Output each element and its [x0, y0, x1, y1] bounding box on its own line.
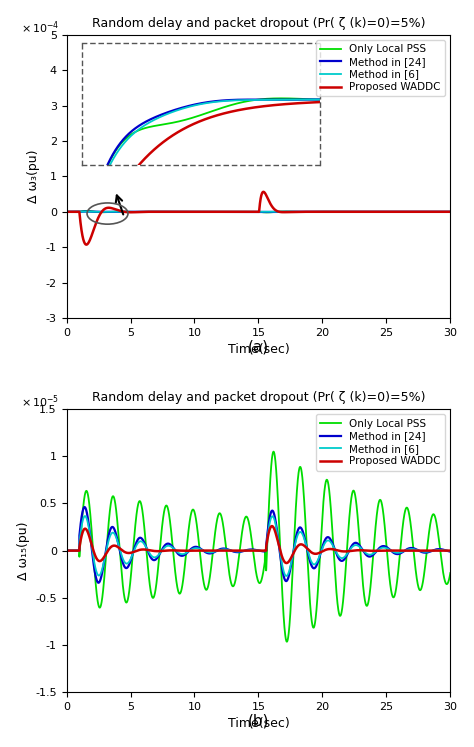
Title: Random delay and packet dropout (Pr( ζ (k)=0)=5%): Random delay and packet dropout (Pr( ζ (… — [91, 16, 425, 30]
Legend: Only Local PSS, Method in [24], Method in [6], Proposed WADDC: Only Local PSS, Method in [24], Method i… — [316, 415, 445, 471]
Proposed WADDC — [261, 187, 266, 196]
Line: Method in [24]: Method in [24] — [66, 507, 450, 583]
Method in [24] — [445, 208, 450, 217]
Method in [6] — [153, 553, 159, 562]
Proposed WADDC — [83, 240, 89, 249]
Line: Proposed WADDC: Proposed WADDC — [66, 526, 450, 563]
Text: $\times\,10^{-4}$: $\times\,10^{-4}$ — [20, 19, 59, 36]
Proposed WADDC — [153, 208, 159, 217]
Method in [6] — [157, 549, 163, 558]
Only Local PSS — [445, 579, 450, 588]
Method in [24] — [83, 207, 89, 216]
Proposed WADDC — [209, 546, 214, 555]
Method in [24] — [64, 546, 69, 555]
Only Local PSS — [209, 208, 214, 217]
Proposed WADDC — [445, 208, 450, 217]
Method in [6] — [236, 547, 241, 556]
Method in [24] — [82, 503, 87, 512]
Proposed WADDC — [236, 208, 241, 217]
Only Local PSS — [447, 208, 453, 217]
Proposed WADDC — [269, 521, 275, 530]
Method in [24] — [153, 555, 159, 564]
Legend: Only Local PSS, Method in [24], Method in [6], Proposed WADDC: Only Local PSS, Method in [24], Method i… — [316, 40, 445, 96]
Only Local PSS — [447, 568, 453, 577]
Method in [6] — [445, 546, 450, 555]
Proposed WADDC — [157, 208, 163, 217]
Only Local PSS — [236, 556, 241, 565]
Method in [6] — [82, 512, 88, 521]
Proposed WADDC — [155, 547, 161, 556]
Method in [24] — [236, 208, 241, 217]
Only Local PSS — [153, 207, 159, 216]
Method in [6] — [445, 208, 450, 217]
Line: Method in [6]: Method in [6] — [66, 516, 450, 576]
Line: Proposed WADDC: Proposed WADDC — [66, 192, 450, 244]
Method in [24] — [153, 208, 159, 217]
Only Local PSS — [155, 207, 161, 216]
Method in [6] — [447, 547, 453, 556]
Method in [24] — [155, 208, 161, 217]
Proposed WADDC — [64, 208, 69, 217]
Method in [6] — [64, 208, 69, 217]
Proposed WADDC — [236, 546, 241, 555]
Method in [6] — [447, 208, 453, 217]
Only Local PSS — [284, 637, 290, 646]
X-axis label: Time(sec): Time(sec) — [228, 343, 289, 356]
Only Local PSS — [157, 546, 163, 555]
Only Local PSS — [209, 562, 214, 571]
Method in [24] — [64, 208, 69, 217]
Only Local PSS — [445, 208, 450, 217]
Only Local PSS — [264, 208, 270, 217]
Method in [24] — [157, 208, 163, 217]
Proposed WADDC — [447, 546, 453, 555]
Proposed WADDC — [447, 208, 453, 217]
Method in [24] — [209, 549, 214, 558]
Method in [6] — [153, 208, 159, 217]
Method in [24] — [445, 546, 450, 555]
Method in [6] — [157, 208, 163, 217]
Method in [24] — [447, 208, 453, 217]
Proposed WADDC — [64, 546, 69, 555]
Only Local PSS — [155, 568, 161, 577]
Line: Only Local PSS: Only Local PSS — [66, 452, 450, 642]
Method in [6] — [283, 571, 289, 580]
Method in [6] — [155, 551, 161, 560]
Only Local PSS — [153, 584, 158, 593]
Text: (a): (a) — [248, 340, 269, 355]
X-axis label: Time(sec): Time(sec) — [228, 717, 289, 731]
Method in [24] — [155, 553, 161, 562]
Only Local PSS — [83, 206, 89, 215]
Method in [24] — [264, 208, 269, 217]
Only Local PSS — [271, 447, 276, 456]
Line: Only Local PSS: Only Local PSS — [66, 211, 450, 212]
Title: Random delay and packet dropout (Pr( ζ (k)=0)=5%): Random delay and packet dropout (Pr( ζ (… — [91, 391, 425, 404]
Only Local PSS — [64, 208, 69, 217]
Method in [24] — [236, 548, 241, 557]
Only Local PSS — [157, 208, 163, 217]
Method in [6] — [155, 208, 161, 217]
Method in [6] — [64, 546, 69, 555]
Only Local PSS — [64, 546, 69, 555]
Method in [24] — [447, 547, 453, 556]
Method in [24] — [157, 549, 163, 558]
Method in [24] — [209, 208, 214, 217]
Proposed WADDC — [153, 547, 158, 556]
Method in [6] — [264, 208, 269, 217]
Proposed WADDC — [283, 559, 289, 568]
Proposed WADDC — [155, 208, 161, 217]
Method in [6] — [209, 548, 214, 557]
Only Local PSS — [236, 208, 241, 217]
Y-axis label: Δ ω₃(pu): Δ ω₃(pu) — [27, 149, 40, 203]
Method in [6] — [83, 207, 89, 216]
Method in [24] — [96, 578, 101, 587]
Text: (b): (b) — [248, 714, 269, 729]
Method in [6] — [209, 208, 214, 217]
Proposed WADDC — [157, 547, 163, 556]
Proposed WADDC — [445, 546, 450, 555]
Proposed WADDC — [209, 208, 214, 217]
Method in [6] — [236, 208, 241, 217]
Text: $\times\,10^{-5}$: $\times\,10^{-5}$ — [20, 393, 59, 410]
Y-axis label: Δ ω₁₅(pu): Δ ω₁₅(pu) — [17, 521, 30, 580]
